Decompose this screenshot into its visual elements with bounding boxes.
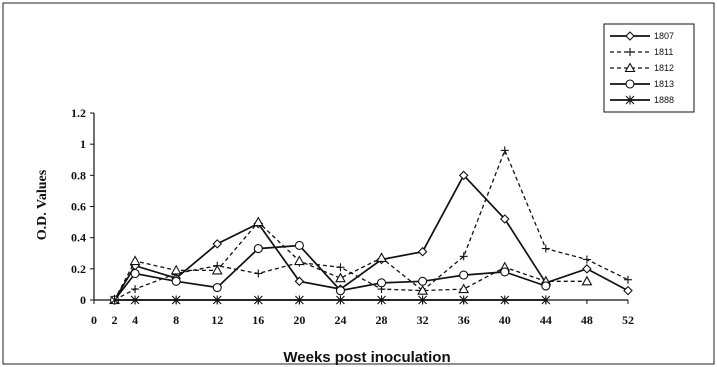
data-point-1807 <box>582 264 592 274</box>
data-point-1811 <box>336 263 345 272</box>
series-line-1811 <box>114 148 629 301</box>
x-tick-label: 36 <box>458 313 470 327</box>
data-point-1888 <box>130 295 140 305</box>
legend-marker-1888 <box>625 95 635 105</box>
legend-label-1811: 1811 <box>654 47 673 57</box>
data-point-1813 <box>335 286 346 296</box>
data-point-1812 <box>129 255 141 266</box>
legend-label-1813: 1813 <box>654 79 674 89</box>
x-tick-label: 48 <box>581 313 593 327</box>
series-line-1807 <box>113 173 629 301</box>
x-tick-label: 24 <box>334 313 346 327</box>
data-point-1812 <box>252 216 264 227</box>
data-point-1811 <box>624 275 632 284</box>
legend-item-1888: 1888 <box>610 95 674 105</box>
y-tick-label: 0.6 <box>71 200 86 214</box>
data-point-1813 <box>376 278 387 288</box>
data-point-1807 <box>623 285 633 296</box>
legend-marker-1811 <box>626 48 634 56</box>
data-point-1807 <box>212 239 223 249</box>
legend-item-1807: 1807 <box>610 31 674 41</box>
legend-label-1812: 1812 <box>654 63 674 73</box>
data-point-1811 <box>500 146 509 155</box>
x-tick-label: 2 <box>112 313 118 327</box>
y-tick-label: 0.8 <box>71 168 86 182</box>
data-point-1811 <box>582 255 591 264</box>
data-point-1811 <box>131 285 140 294</box>
data-point-1888 <box>171 295 181 305</box>
data-point-1888 <box>459 295 469 305</box>
data-point-1888 <box>294 295 304 305</box>
data-point-1888 <box>336 295 345 305</box>
data-point-1812 <box>458 283 470 294</box>
data-point-1888 <box>377 295 386 305</box>
series-line-1813 <box>113 244 547 301</box>
x-tick-label: 40 <box>499 313 511 327</box>
x-tick-label: 8 <box>173 313 179 327</box>
data-point-1888 <box>541 295 551 305</box>
data-point-1813 <box>212 282 222 293</box>
y-tick-label: 0 <box>80 293 86 307</box>
x-tick-label: 52 <box>622 313 634 327</box>
x-tick-label: 28 <box>376 313 388 327</box>
data-point-1812 <box>293 255 305 266</box>
data-point-1813 <box>130 268 140 279</box>
legend-marker-1812 <box>624 62 636 73</box>
x-tick-label: 44 <box>540 313 552 327</box>
x-tick-label: 20 <box>293 313 305 327</box>
legend-marker-1807 <box>625 31 635 41</box>
data-point-1888 <box>418 295 428 305</box>
legend-marker-1813 <box>625 79 635 89</box>
data-point-1811 <box>541 244 550 253</box>
data-point-1888 <box>110 295 119 305</box>
data-point-1813 <box>459 270 469 280</box>
data-point-1813 <box>500 267 510 277</box>
y-tick-label: 0.4 <box>71 231 86 245</box>
data-point-1812 <box>211 264 223 275</box>
x-tick-label: 0 <box>91 313 97 327</box>
data-point-1812 <box>376 252 387 262</box>
data-point-1812 <box>335 272 346 283</box>
legend-label-1807: 1807 <box>654 31 674 41</box>
series-1812 <box>109 216 593 305</box>
y-tick-label: 1.2 <box>71 106 86 120</box>
data-point-1811 <box>254 269 263 278</box>
data-point-1807 <box>294 276 305 287</box>
x-tick-label: 16 <box>252 313 264 327</box>
data-point-1813 <box>541 281 551 291</box>
data-point-1813 <box>294 240 304 251</box>
data-point-1813 <box>418 276 428 286</box>
legend-item-1812: 1812 <box>610 62 674 73</box>
y-axis-label: O.D. Values <box>35 169 50 240</box>
data-point-1813 <box>253 244 263 254</box>
data-point-1807 <box>458 170 469 181</box>
legend-item-1813: 1813 <box>610 79 674 89</box>
data-point-1812 <box>170 264 182 275</box>
data-point-1888 <box>500 295 510 305</box>
x-tick-label: 4 <box>132 313 138 327</box>
data-point-1807 <box>499 214 510 224</box>
x-tick-label: 12 <box>211 313 223 327</box>
series-1888 <box>110 295 551 305</box>
data-point-1812 <box>417 285 429 295</box>
x-tick-label: 32 <box>417 313 429 327</box>
data-point-1812 <box>581 275 593 286</box>
x-axis-label: Weeks post inoculation <box>283 349 450 366</box>
data-point-1811 <box>459 252 468 261</box>
data-point-1807 <box>417 246 428 257</box>
legend-label-1888: 1888 <box>654 95 674 105</box>
data-point-1888 <box>212 295 222 305</box>
y-tick-label: 1 <box>80 137 86 151</box>
data-point-1888 <box>253 295 263 305</box>
y-tick-label: 0.2 <box>71 262 86 276</box>
data-point-1813 <box>171 276 181 286</box>
legend-item-1811: 1811 <box>610 47 673 57</box>
